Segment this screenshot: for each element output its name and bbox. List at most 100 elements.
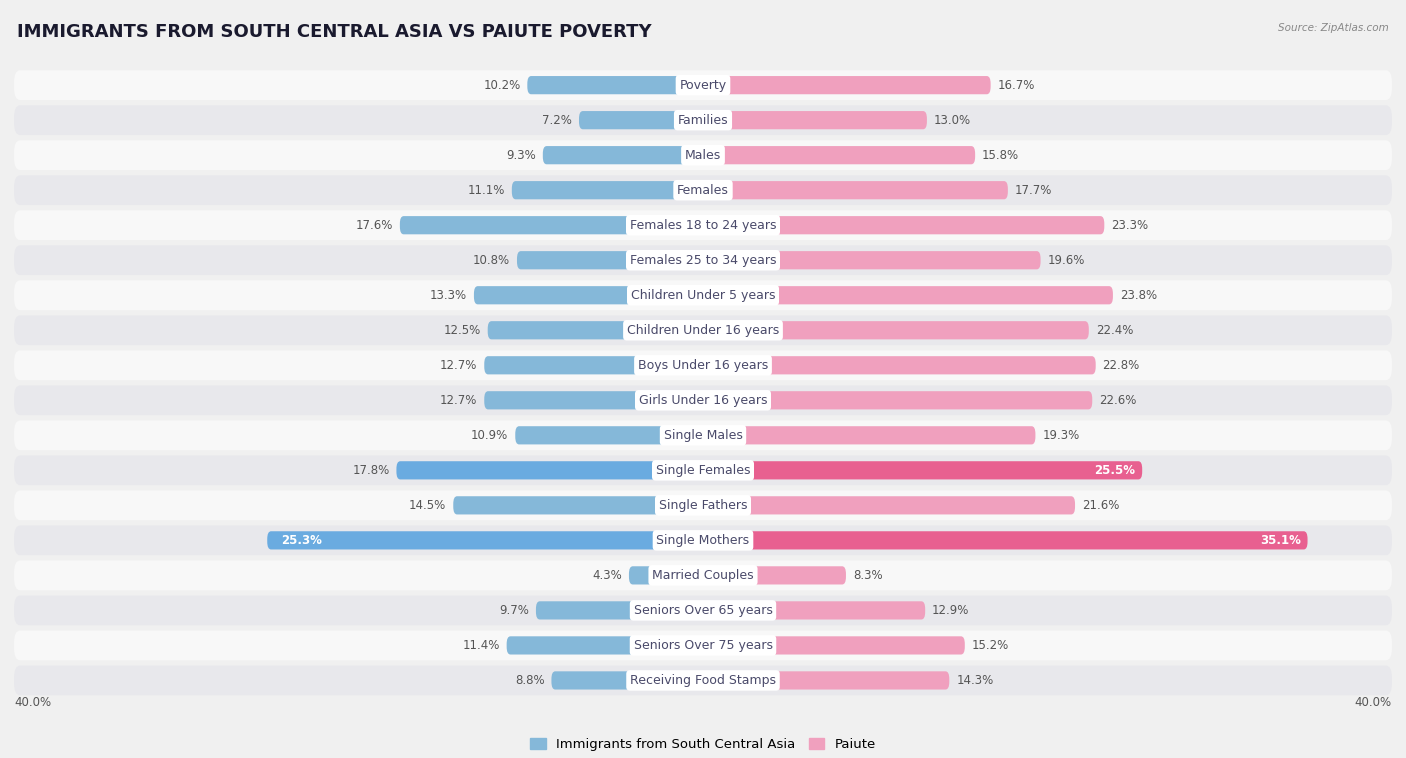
Text: 19.6%: 19.6%	[1047, 254, 1085, 267]
FancyBboxPatch shape	[703, 601, 925, 619]
Text: Boys Under 16 years: Boys Under 16 years	[638, 359, 768, 371]
FancyBboxPatch shape	[543, 146, 703, 164]
Text: Children Under 5 years: Children Under 5 years	[631, 289, 775, 302]
FancyBboxPatch shape	[703, 356, 1095, 374]
FancyBboxPatch shape	[488, 321, 703, 340]
Text: 35.1%: 35.1%	[1260, 534, 1301, 547]
FancyBboxPatch shape	[396, 461, 703, 479]
FancyBboxPatch shape	[14, 421, 1392, 450]
FancyBboxPatch shape	[484, 391, 703, 409]
Text: 25.5%: 25.5%	[1094, 464, 1135, 477]
FancyBboxPatch shape	[14, 456, 1392, 485]
FancyBboxPatch shape	[579, 111, 703, 130]
FancyBboxPatch shape	[527, 76, 703, 94]
FancyBboxPatch shape	[703, 76, 991, 94]
FancyBboxPatch shape	[703, 636, 965, 654]
Text: 7.2%: 7.2%	[543, 114, 572, 127]
FancyBboxPatch shape	[703, 251, 1040, 269]
Text: 8.8%: 8.8%	[515, 674, 544, 687]
Text: 40.0%: 40.0%	[14, 696, 51, 709]
FancyBboxPatch shape	[14, 560, 1392, 590]
FancyBboxPatch shape	[506, 636, 703, 654]
FancyBboxPatch shape	[703, 321, 1088, 340]
FancyBboxPatch shape	[551, 672, 703, 690]
Text: 13.0%: 13.0%	[934, 114, 972, 127]
Text: Females: Females	[678, 183, 728, 196]
FancyBboxPatch shape	[14, 525, 1392, 556]
Text: 15.8%: 15.8%	[981, 149, 1019, 161]
FancyBboxPatch shape	[14, 596, 1392, 625]
FancyBboxPatch shape	[14, 490, 1392, 520]
Text: 17.8%: 17.8%	[353, 464, 389, 477]
FancyBboxPatch shape	[703, 146, 976, 164]
Text: 15.2%: 15.2%	[972, 639, 1010, 652]
Text: 4.3%: 4.3%	[592, 569, 621, 582]
Text: 10.8%: 10.8%	[472, 254, 510, 267]
Text: 8.3%: 8.3%	[853, 569, 883, 582]
Text: IMMIGRANTS FROM SOUTH CENTRAL ASIA VS PAIUTE POVERTY: IMMIGRANTS FROM SOUTH CENTRAL ASIA VS PA…	[17, 23, 651, 41]
Text: 9.3%: 9.3%	[506, 149, 536, 161]
FancyBboxPatch shape	[14, 246, 1392, 275]
Text: Married Couples: Married Couples	[652, 569, 754, 582]
FancyBboxPatch shape	[512, 181, 703, 199]
FancyBboxPatch shape	[517, 251, 703, 269]
FancyBboxPatch shape	[14, 140, 1392, 170]
Text: Families: Families	[678, 114, 728, 127]
FancyBboxPatch shape	[703, 566, 846, 584]
Text: 17.6%: 17.6%	[356, 219, 392, 232]
FancyBboxPatch shape	[14, 385, 1392, 415]
Text: Children Under 16 years: Children Under 16 years	[627, 324, 779, 337]
Text: 10.2%: 10.2%	[484, 79, 520, 92]
Text: 12.7%: 12.7%	[440, 359, 478, 371]
FancyBboxPatch shape	[14, 105, 1392, 135]
FancyBboxPatch shape	[703, 426, 1035, 444]
Text: Single Fathers: Single Fathers	[659, 499, 747, 512]
FancyBboxPatch shape	[453, 496, 703, 515]
Text: 11.1%: 11.1%	[468, 183, 505, 196]
Text: Seniors Over 65 years: Seniors Over 65 years	[634, 604, 772, 617]
Text: 19.3%: 19.3%	[1042, 429, 1080, 442]
Text: 13.3%: 13.3%	[430, 289, 467, 302]
FancyBboxPatch shape	[703, 286, 1114, 305]
Text: Receiving Food Stamps: Receiving Food Stamps	[630, 674, 776, 687]
Text: 22.8%: 22.8%	[1102, 359, 1140, 371]
FancyBboxPatch shape	[14, 210, 1392, 240]
FancyBboxPatch shape	[703, 111, 927, 130]
Text: Source: ZipAtlas.com: Source: ZipAtlas.com	[1278, 23, 1389, 33]
FancyBboxPatch shape	[628, 566, 703, 584]
FancyBboxPatch shape	[474, 286, 703, 305]
Text: Males: Males	[685, 149, 721, 161]
FancyBboxPatch shape	[14, 175, 1392, 205]
Text: 12.5%: 12.5%	[443, 324, 481, 337]
Text: Single Mothers: Single Mothers	[657, 534, 749, 547]
Text: Females 18 to 24 years: Females 18 to 24 years	[630, 219, 776, 232]
Text: 22.6%: 22.6%	[1099, 394, 1136, 407]
FancyBboxPatch shape	[703, 496, 1076, 515]
FancyBboxPatch shape	[267, 531, 703, 550]
Text: 11.4%: 11.4%	[463, 639, 499, 652]
Text: 12.9%: 12.9%	[932, 604, 970, 617]
FancyBboxPatch shape	[515, 426, 703, 444]
FancyBboxPatch shape	[14, 315, 1392, 345]
Text: 14.5%: 14.5%	[409, 499, 446, 512]
FancyBboxPatch shape	[703, 672, 949, 690]
FancyBboxPatch shape	[484, 356, 703, 374]
Text: 23.3%: 23.3%	[1111, 219, 1149, 232]
Legend: Immigrants from South Central Asia, Paiute: Immigrants from South Central Asia, Paiu…	[524, 733, 882, 756]
Text: 21.6%: 21.6%	[1083, 499, 1119, 512]
Text: 16.7%: 16.7%	[997, 79, 1035, 92]
Text: 23.8%: 23.8%	[1119, 289, 1157, 302]
FancyBboxPatch shape	[703, 181, 1008, 199]
Text: 22.4%: 22.4%	[1095, 324, 1133, 337]
Text: Seniors Over 75 years: Seniors Over 75 years	[634, 639, 772, 652]
Text: 17.7%: 17.7%	[1015, 183, 1052, 196]
FancyBboxPatch shape	[703, 391, 1092, 409]
Text: Single Females: Single Females	[655, 464, 751, 477]
Text: 40.0%: 40.0%	[1355, 696, 1392, 709]
FancyBboxPatch shape	[14, 350, 1392, 381]
Text: Single Males: Single Males	[664, 429, 742, 442]
Text: 25.3%: 25.3%	[281, 534, 322, 547]
FancyBboxPatch shape	[399, 216, 703, 234]
Text: Females 25 to 34 years: Females 25 to 34 years	[630, 254, 776, 267]
FancyBboxPatch shape	[703, 216, 1104, 234]
